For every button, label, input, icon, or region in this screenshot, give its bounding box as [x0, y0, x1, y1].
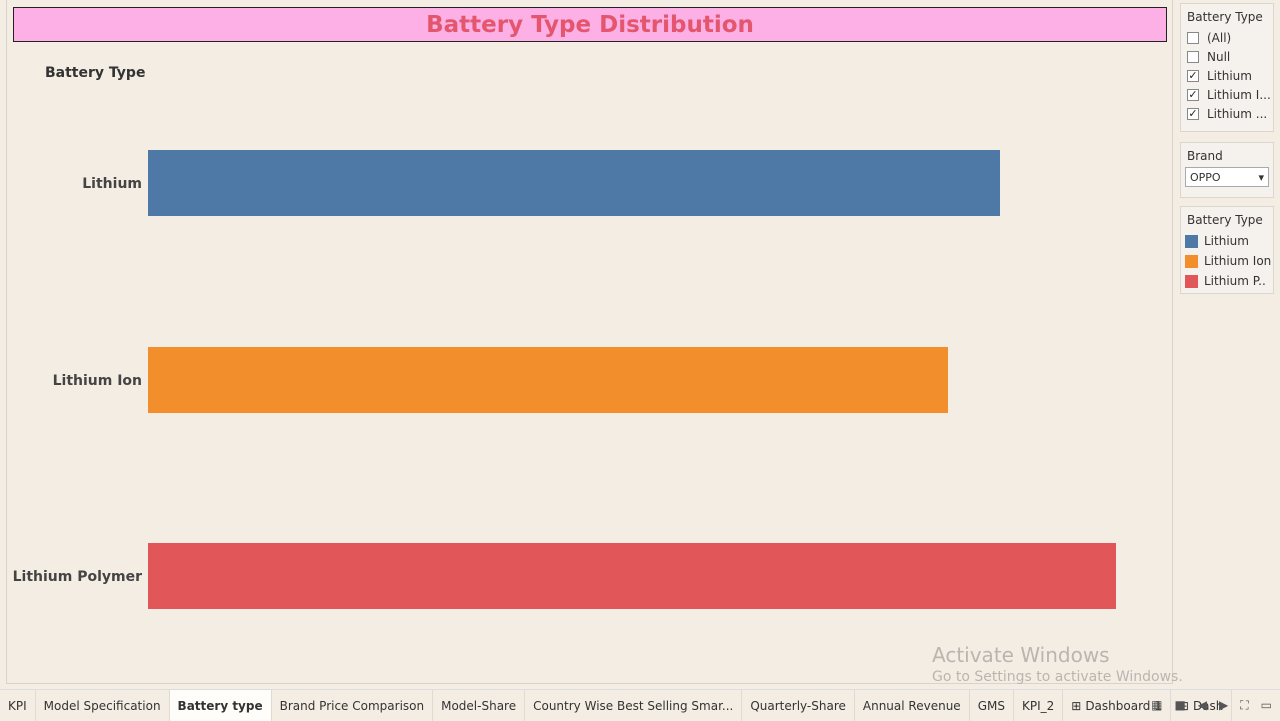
category-label: Lithium Ion: [53, 373, 142, 389]
chart-area: [6, 0, 1173, 684]
battery-filter-label: Lithium ...: [1207, 106, 1268, 121]
brand-filter-title: Brand: [1187, 149, 1223, 163]
checkbox[interactable]: [1187, 50, 1199, 63]
sheet-tab[interactable]: Model Specification: [36, 690, 170, 721]
sheet-tab[interactable]: Model-Share: [433, 690, 526, 721]
sheet-tab[interactable]: Brand Price Comparison: [272, 690, 434, 721]
bar[interactable]: [148, 347, 948, 413]
legend-title: Battery Type: [1187, 213, 1263, 227]
watermark-line-2: Go to Settings to activate Windows.: [932, 669, 1183, 685]
legend-label: Lithium Ion: [1204, 254, 1272, 268]
sheet-tab-label: KPI_2: [1021, 698, 1055, 713]
bar-chart: Lithium Lithium Ion Lithium Polymer: [13, 150, 1116, 609]
dashboard-icon: ⊞: [1071, 698, 1082, 713]
sheet-tab[interactable]: KPI: [0, 690, 36, 721]
sheet-tab-bar: KPI Model Specification Battery type Brand …: [0, 689, 1280, 721]
battery-type-filter: Battery Type (All) Null ✓ Lithium ✓ Lithium I…: [1180, 3, 1274, 132]
sheet-tab[interactable]: Annual Revenue: [855, 690, 970, 721]
presentation-mode-icon[interactable]: ▭: [1260, 698, 1272, 712]
sheet-sorter-icon[interactable]: ▦: [1151, 698, 1163, 712]
battery-filter-label: Lithium I...: [1207, 87, 1271, 102]
dashboard-icon: ⊞: [1178, 698, 1189, 713]
legend-swatch: [1185, 254, 1198, 268]
brand-filter: Brand OPPO ▾: [1180, 142, 1274, 198]
sheet-tab[interactable]: Battery type: [169, 690, 272, 721]
bar[interactable]: [148, 543, 1116, 609]
battery-filter-label: Lithium: [1207, 68, 1252, 83]
watermark-line-1: Activate Windows: [932, 643, 1110, 667]
sheet-tab-label: Model-Share: [441, 698, 517, 713]
sheet-tab[interactable]: ⊞ Dashboard 1: [1063, 690, 1171, 721]
battery-filter-label: (All): [1207, 30, 1232, 45]
sheet-tab-label: Brand Price Comparison: [279, 698, 425, 713]
sheet-tab[interactable]: ⊞ Dash: [1171, 690, 1233, 721]
legend-item[interactable]: Lithium P..: [1181, 271, 1273, 291]
bar[interactable]: [148, 150, 1000, 216]
sheet-tab-label: Dashboard 1: [1085, 698, 1162, 713]
color-legend: Battery Type Lithium Lithium Ion Lithium P…: [1180, 206, 1274, 294]
chevron-down-icon[interactable]: ▾: [1258, 170, 1264, 184]
checkbox[interactable]: ✓: [1187, 87, 1199, 101]
brand-dropdown[interactable]: OPPO ▾: [1185, 167, 1269, 187]
sheet-tab[interactable]: Quarterly-Share: [742, 690, 855, 721]
battery-filter-label: Null: [1207, 49, 1231, 64]
checkbox[interactable]: [1187, 31, 1199, 44]
sheet-tab-label: KPI: [8, 698, 27, 713]
checkbox[interactable]: ✓: [1187, 68, 1199, 82]
battery-filter-item[interactable]: ✓ Lithium ...: [1181, 104, 1273, 123]
next-sheet-icon[interactable]: ▶: [1219, 698, 1229, 712]
sheet-tab-label: GMS: [977, 698, 1005, 713]
sheet-tab[interactable]: KPI_2: [1014, 690, 1064, 721]
sheet-tab-label: Annual Revenue: [862, 698, 961, 713]
category-label: Lithium Polymer: [13, 569, 142, 585]
page-title: Battery Type Distribution: [426, 11, 754, 38]
legend-label: Lithium: [1204, 234, 1249, 248]
legend-label: Lithium P..: [1204, 274, 1266, 288]
dashboard-title-bar: Battery Type Distribution: [13, 7, 1167, 42]
legend-swatch: [1185, 274, 1198, 288]
battery-filter-title: Battery Type: [1187, 10, 1263, 24]
legend-swatch: [1185, 234, 1198, 248]
sheet-tab-label: Dash: [1192, 698, 1224, 713]
windows-activation-watermark: Activate Windows Go to Settings to activ…: [932, 643, 1183, 685]
sheet-tab[interactable]: GMS: [970, 690, 1014, 721]
category-label: Lithium: [82, 176, 142, 192]
row-header-label: Battery Type: [45, 65, 146, 81]
brand-dropdown-value: OPPO: [1190, 170, 1221, 184]
filmstrip-icon[interactable]: ■: [1174, 698, 1186, 712]
sheet-tab[interactable]: Country Wise Best Selling Smar...: [525, 690, 743, 721]
sheet-tab-label: Quarterly-Share: [750, 698, 846, 713]
battery-filter-item[interactable]: Null: [1181, 47, 1273, 66]
battery-filter-item[interactable]: ✓ Lithium: [1181, 66, 1273, 85]
legend-item[interactable]: Lithium Ion: [1181, 251, 1273, 271]
tab-bar-controls: ▦ ■ ◀ ▶ ⛶ ▭: [1151, 698, 1272, 713]
previous-sheet-icon[interactable]: ◀: [1197, 698, 1208, 712]
sheet-tab-label: Country Wise Best Selling Smar...: [533, 698, 734, 713]
battery-filter-item[interactable]: ✓ Lithium I...: [1181, 85, 1273, 104]
sheet-tab-label: Battery type: [177, 698, 263, 713]
fullscreen-icon[interactable]: ⛶: [1240, 698, 1249, 712]
checkbox[interactable]: ✓: [1187, 106, 1199, 120]
sheet-tab-label: Model Specification: [43, 698, 161, 713]
legend-item[interactable]: Lithium: [1181, 231, 1273, 251]
battery-filter-item[interactable]: (All): [1181, 28, 1273, 47]
